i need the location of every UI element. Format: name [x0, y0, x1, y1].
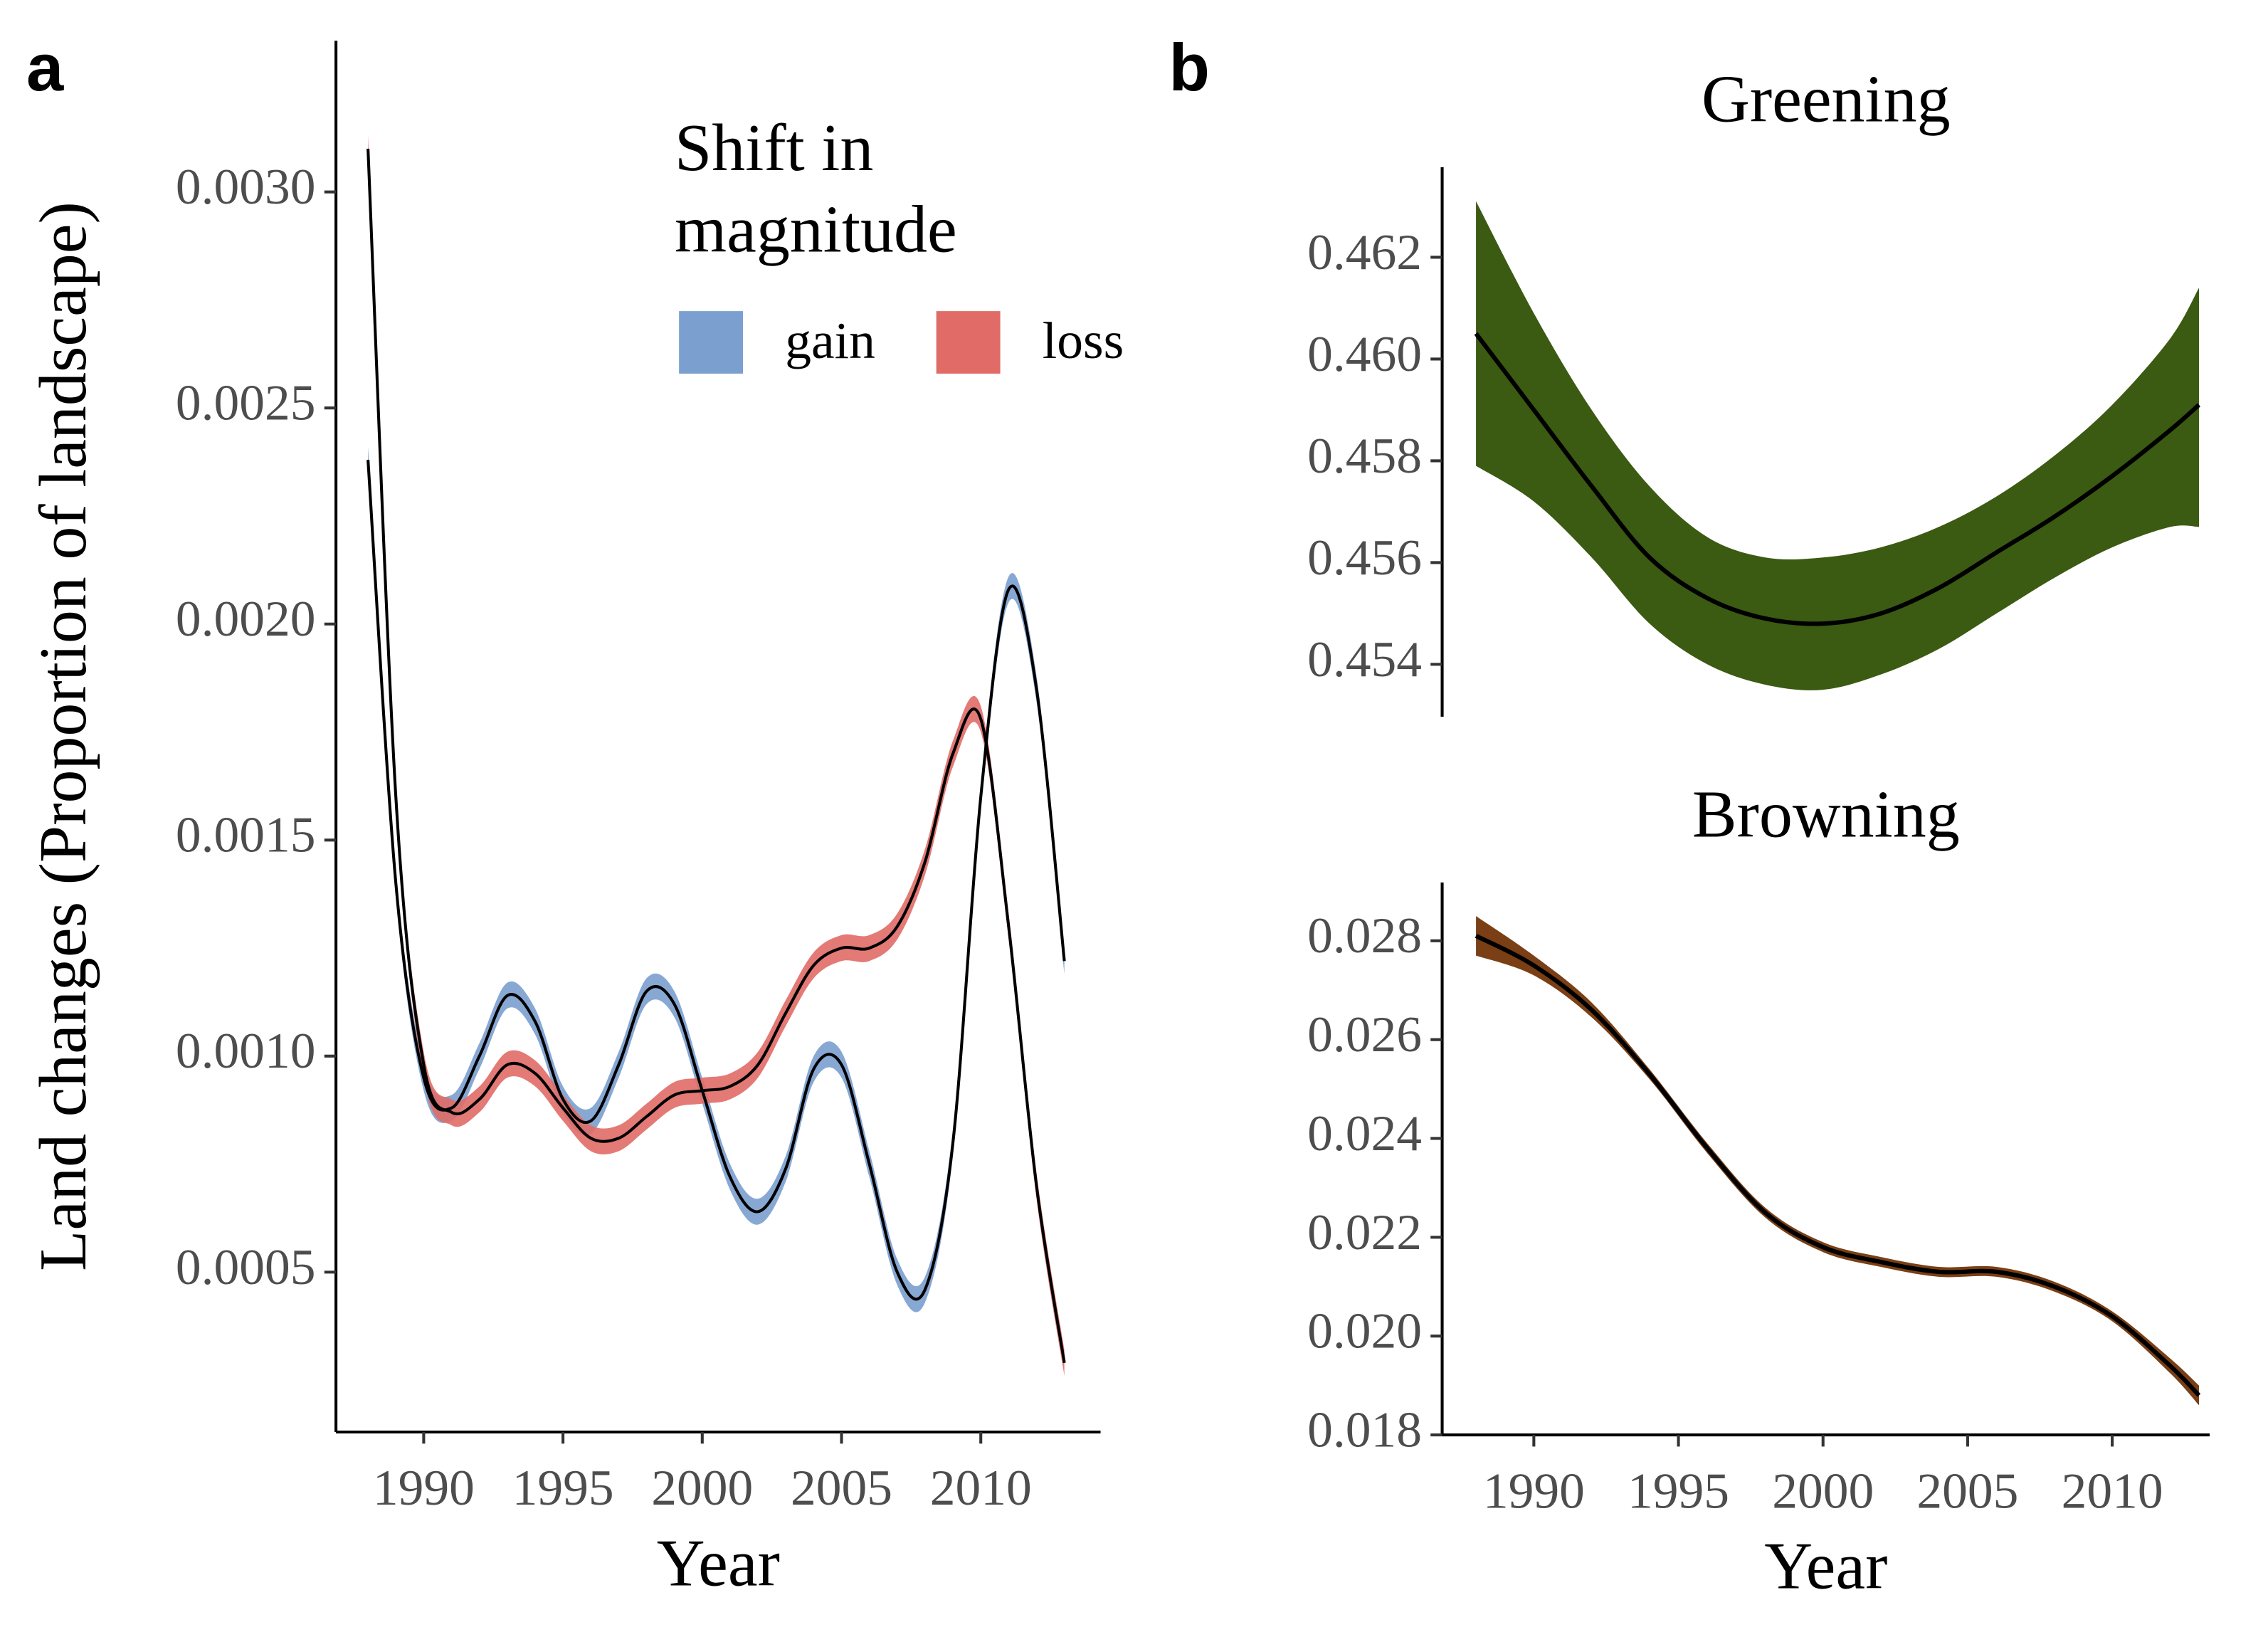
- y-tick-label: 0.0025: [176, 375, 316, 431]
- y-tick-label: 0.454: [1307, 631, 1422, 688]
- y-tick-label: 0.020: [1307, 1303, 1422, 1359]
- x-tick-label: 2010: [2062, 1463, 2163, 1519]
- confidence-band: [368, 446, 1065, 1312]
- fit-line: [366, 459, 1066, 1301]
- panel-title: Browning: [1692, 778, 1960, 852]
- y-tick-label: 0.462: [1307, 224, 1422, 280]
- fit-line: [1475, 934, 2201, 1397]
- y-tick-label: 0.0030: [176, 159, 316, 215]
- legend-label: loss: [1043, 311, 1124, 369]
- panel-title: Greening: [1702, 63, 1951, 137]
- x-tick-label: 2000: [1772, 1463, 1874, 1519]
- y-axis-title: Land changes (Proportion of landscape): [26, 201, 100, 1271]
- x-tick-label: 1995: [1628, 1463, 1729, 1519]
- legend-title: Shift in magnitude: [675, 110, 957, 266]
- y-tick-label: 0.0005: [176, 1239, 316, 1295]
- x-tick-label: 2010: [930, 1460, 1032, 1516]
- legend-key: [679, 311, 744, 374]
- legend-key: [936, 311, 1001, 374]
- x-tick-label: 1990: [1483, 1463, 1585, 1519]
- legend-label: gain: [785, 311, 875, 369]
- y-tick-label: 0.456: [1307, 530, 1422, 586]
- x-tick-label: 2005: [791, 1460, 892, 1516]
- y-tick-label: 0.0015: [176, 807, 316, 863]
- y-tick-label: 0.018: [1307, 1401, 1422, 1458]
- x-axis-title: Year: [657, 1527, 780, 1601]
- x-tick-label: 1995: [512, 1460, 614, 1516]
- x-axis-title: Year: [1764, 1530, 1887, 1604]
- y-tick-label: 0.0020: [176, 591, 316, 647]
- y-tick-label: 0.0010: [176, 1023, 316, 1079]
- panel-label: b: [1169, 30, 1210, 105]
- y-tick-label: 0.024: [1307, 1105, 1422, 1162]
- panel-label: a: [26, 30, 64, 105]
- x-tick-label: 2005: [1916, 1463, 2018, 1519]
- y-tick-label: 0.028: [1307, 907, 1422, 964]
- y-tick-label: 0.022: [1307, 1204, 1422, 1260]
- x-tick-label: 1990: [373, 1460, 475, 1516]
- legend-title-box: Shift in magnitude: [675, 110, 957, 266]
- confidence-band: [1476, 201, 2200, 690]
- y-tick-label: 0.460: [1307, 326, 1422, 382]
- confidence-band: [1476, 916, 2200, 1406]
- x-tick-label: 2000: [651, 1460, 753, 1516]
- fit-line: [1474, 332, 2201, 626]
- y-tick-label: 0.026: [1307, 1006, 1422, 1063]
- y-tick-label: 0.458: [1307, 428, 1422, 484]
- fit-line: [366, 148, 1066, 1364]
